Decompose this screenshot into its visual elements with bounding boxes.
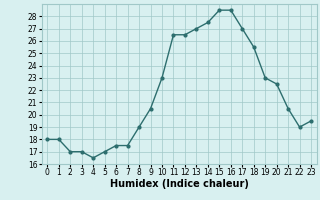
X-axis label: Humidex (Indice chaleur): Humidex (Indice chaleur) bbox=[110, 179, 249, 189]
